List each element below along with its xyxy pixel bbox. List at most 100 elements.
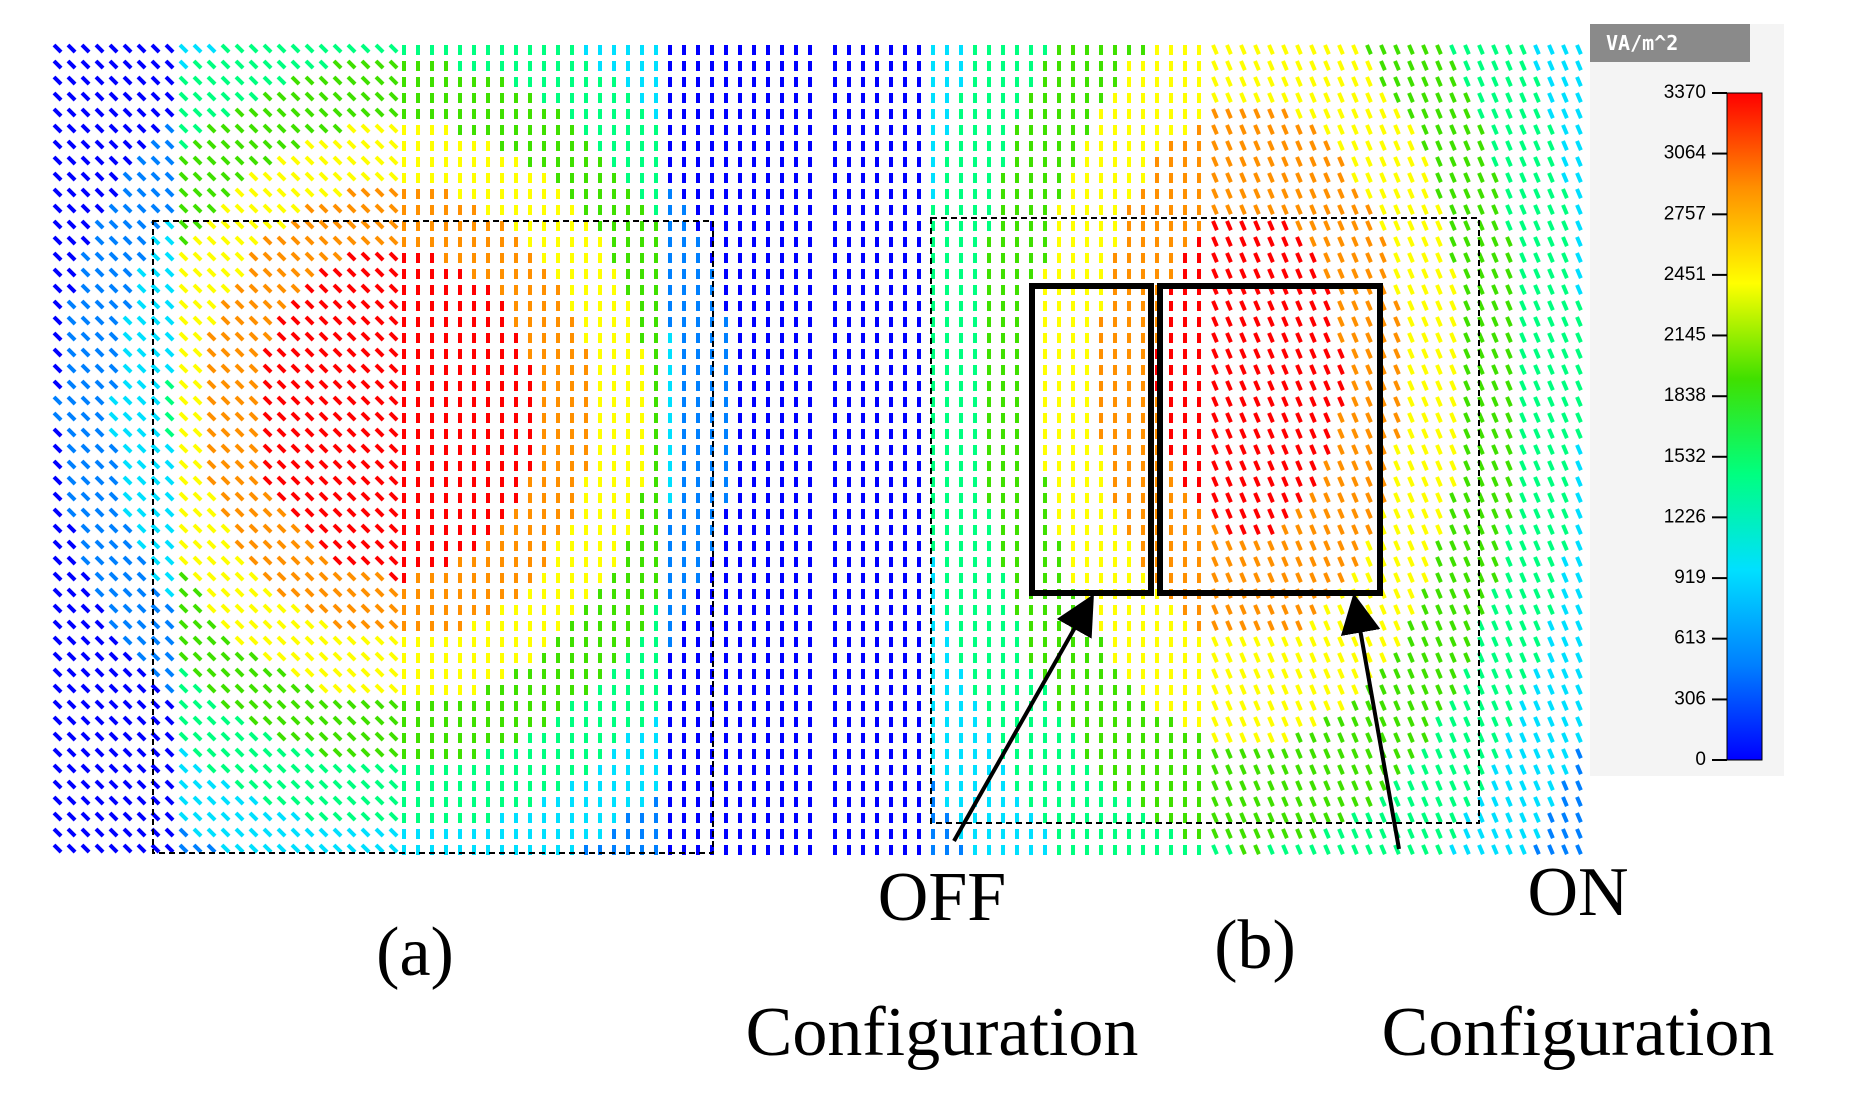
field-arrow (388, 523, 399, 534)
field-arrow (1519, 428, 1527, 439)
field-arrow (304, 235, 315, 246)
field-arrow (52, 75, 63, 86)
field-arrow (1295, 396, 1303, 407)
field-arrow (178, 635, 189, 646)
field-arrow (346, 251, 357, 262)
field-arrow (1505, 508, 1513, 519)
field-arrow (164, 283, 175, 294)
field-arrow (1295, 236, 1303, 247)
field-arrow (1309, 76, 1317, 87)
field-arrow (304, 107, 315, 118)
field-arrow (122, 587, 133, 598)
field-arrow (374, 843, 385, 854)
field-arrow (318, 475, 329, 486)
field-arrow (178, 171, 189, 182)
field-arrow (1449, 204, 1457, 215)
field-arrow (262, 315, 273, 326)
field-arrow (136, 555, 147, 566)
field-arrow (1295, 412, 1303, 423)
field-arrow (1407, 540, 1415, 551)
field-arrow (1253, 604, 1261, 615)
field-arrow (290, 715, 301, 726)
field-arrow (248, 475, 259, 486)
field-arrow (94, 379, 105, 390)
field-arrow (388, 683, 399, 694)
field-arrow (1211, 300, 1219, 311)
field-arrow (1351, 316, 1359, 327)
field-arrow (388, 107, 399, 118)
field-arrow (1533, 444, 1541, 455)
field-arrow (360, 747, 371, 758)
field-arrow (1435, 220, 1443, 231)
field-arrow (1239, 620, 1247, 631)
field-arrow (1211, 188, 1219, 199)
field-arrow (1281, 172, 1289, 183)
field-arrow (346, 507, 357, 518)
field-arrow (52, 43, 63, 54)
field-arrow (234, 43, 245, 54)
field-arrow (1337, 108, 1345, 119)
field-arrow (276, 507, 287, 518)
field-arrow (66, 667, 77, 678)
field-arrow (318, 619, 329, 630)
field-arrow (360, 555, 371, 566)
field-arrow (360, 827, 371, 838)
field-arrow (1449, 156, 1457, 167)
field-arrow (276, 475, 287, 486)
field-arrow (1351, 636, 1359, 647)
field-arrow (1547, 620, 1555, 631)
field-arrow (1267, 412, 1275, 423)
field-arrow (1491, 652, 1499, 663)
field-arrow (1351, 428, 1359, 439)
field-arrow (234, 523, 245, 534)
field-arrow (108, 635, 119, 646)
field-arrow (1393, 460, 1401, 471)
field-arrow (1211, 252, 1219, 263)
field-arrow (388, 171, 399, 182)
field-arrow (1225, 364, 1233, 375)
field-arrow (164, 475, 175, 486)
field-arrow (1561, 348, 1569, 359)
field-arrow (1281, 508, 1289, 519)
field-arrow (94, 155, 105, 166)
field-arrow (206, 651, 217, 662)
field-arrow (192, 43, 203, 54)
field-arrow (1337, 572, 1345, 583)
field-arrow (220, 651, 231, 662)
field-arrow (1309, 220, 1317, 231)
field-arrow (94, 635, 105, 646)
field-arrow (1561, 556, 1569, 567)
field-arrow (1253, 124, 1261, 135)
field-arrow (52, 699, 63, 710)
field-arrow (1491, 540, 1499, 551)
field-arrow (1561, 188, 1569, 199)
field-arrow (304, 523, 315, 534)
field-arrow (220, 59, 231, 70)
field-arrow (1351, 524, 1359, 535)
field-arrow (1519, 364, 1527, 375)
field-arrow (1491, 636, 1499, 647)
field-arrow (248, 795, 259, 806)
field-arrow (304, 75, 315, 86)
field-arrow (304, 715, 315, 726)
field-arrow (136, 251, 147, 262)
field-arrow (80, 619, 91, 630)
field-arrow (1449, 92, 1457, 103)
field-arrow (66, 827, 77, 838)
field-arrow (1281, 348, 1289, 359)
field-arrow (332, 651, 343, 662)
field-arrow (1547, 588, 1555, 599)
field-arrow (1561, 604, 1569, 615)
field-arrow (220, 363, 231, 374)
field-arrow (248, 715, 259, 726)
field-arrow (332, 187, 343, 198)
field-arrow (1379, 220, 1387, 231)
field-arrow (220, 443, 231, 454)
field-arrow (290, 411, 301, 422)
field-arrow (1323, 44, 1331, 55)
field-arrow (1351, 380, 1359, 391)
field-arrow (360, 699, 371, 710)
field-arrow (1267, 460, 1275, 471)
field-arrow (52, 395, 63, 406)
